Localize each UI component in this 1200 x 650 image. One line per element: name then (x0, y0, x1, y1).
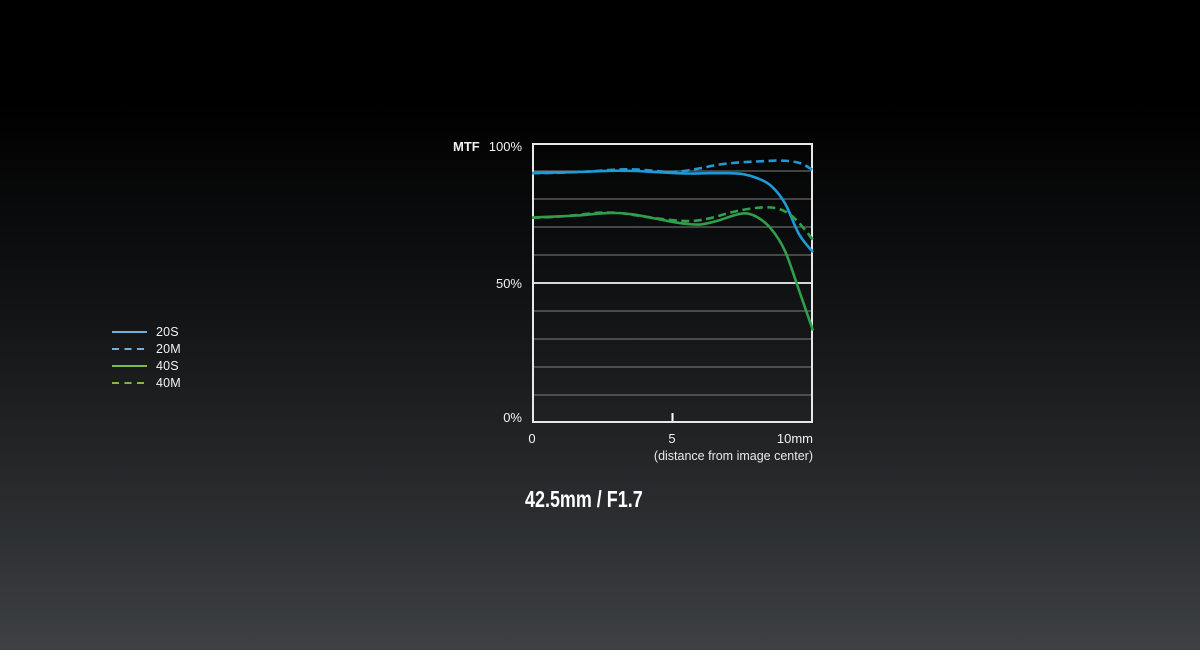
dashed-line-swatch-20m (112, 347, 147, 350)
legend-label-40s: 40S (156, 358, 179, 373)
y-axis-top-label: MTF 100% (420, 139, 522, 154)
solid-line-swatch-20s (112, 330, 147, 333)
legend-item-20m: 20M (112, 340, 181, 357)
legend-label-40m: 40M (156, 375, 181, 390)
y-tick-0: 0% (503, 410, 522, 425)
legend-item-20s: 20S (112, 323, 181, 340)
x-tick-10mm: 10mm (776, 431, 813, 446)
y-tick-100: 100% (488, 139, 522, 154)
mtf-chart-plot (531, 143, 815, 423)
x-tick-5: 5 (668, 431, 676, 446)
solid-line-swatch-40s (112, 364, 147, 367)
curve-40s (531, 211, 815, 332)
legend-item-40s: 40S (112, 357, 181, 374)
x-tick-0: 0 (528, 431, 536, 446)
legend: 20S 20M 40S 40M (112, 323, 181, 391)
x-axis-caption: (distance from image center) (653, 449, 813, 463)
mtf-axis-title: MTF (453, 139, 480, 154)
curve-20s (531, 169, 815, 254)
legend-label-20m: 20M (156, 341, 181, 356)
y-tick-50: 50% (495, 276, 522, 291)
legend-label-20s: 20S (156, 324, 179, 339)
curve-20m (531, 159, 814, 175)
lens-spec-title: 42.5mm / F1.7 (525, 486, 643, 512)
legend-item-40m: 40M (112, 374, 181, 391)
curve-40m (531, 206, 815, 241)
dashed-line-swatch-40m (112, 381, 147, 384)
